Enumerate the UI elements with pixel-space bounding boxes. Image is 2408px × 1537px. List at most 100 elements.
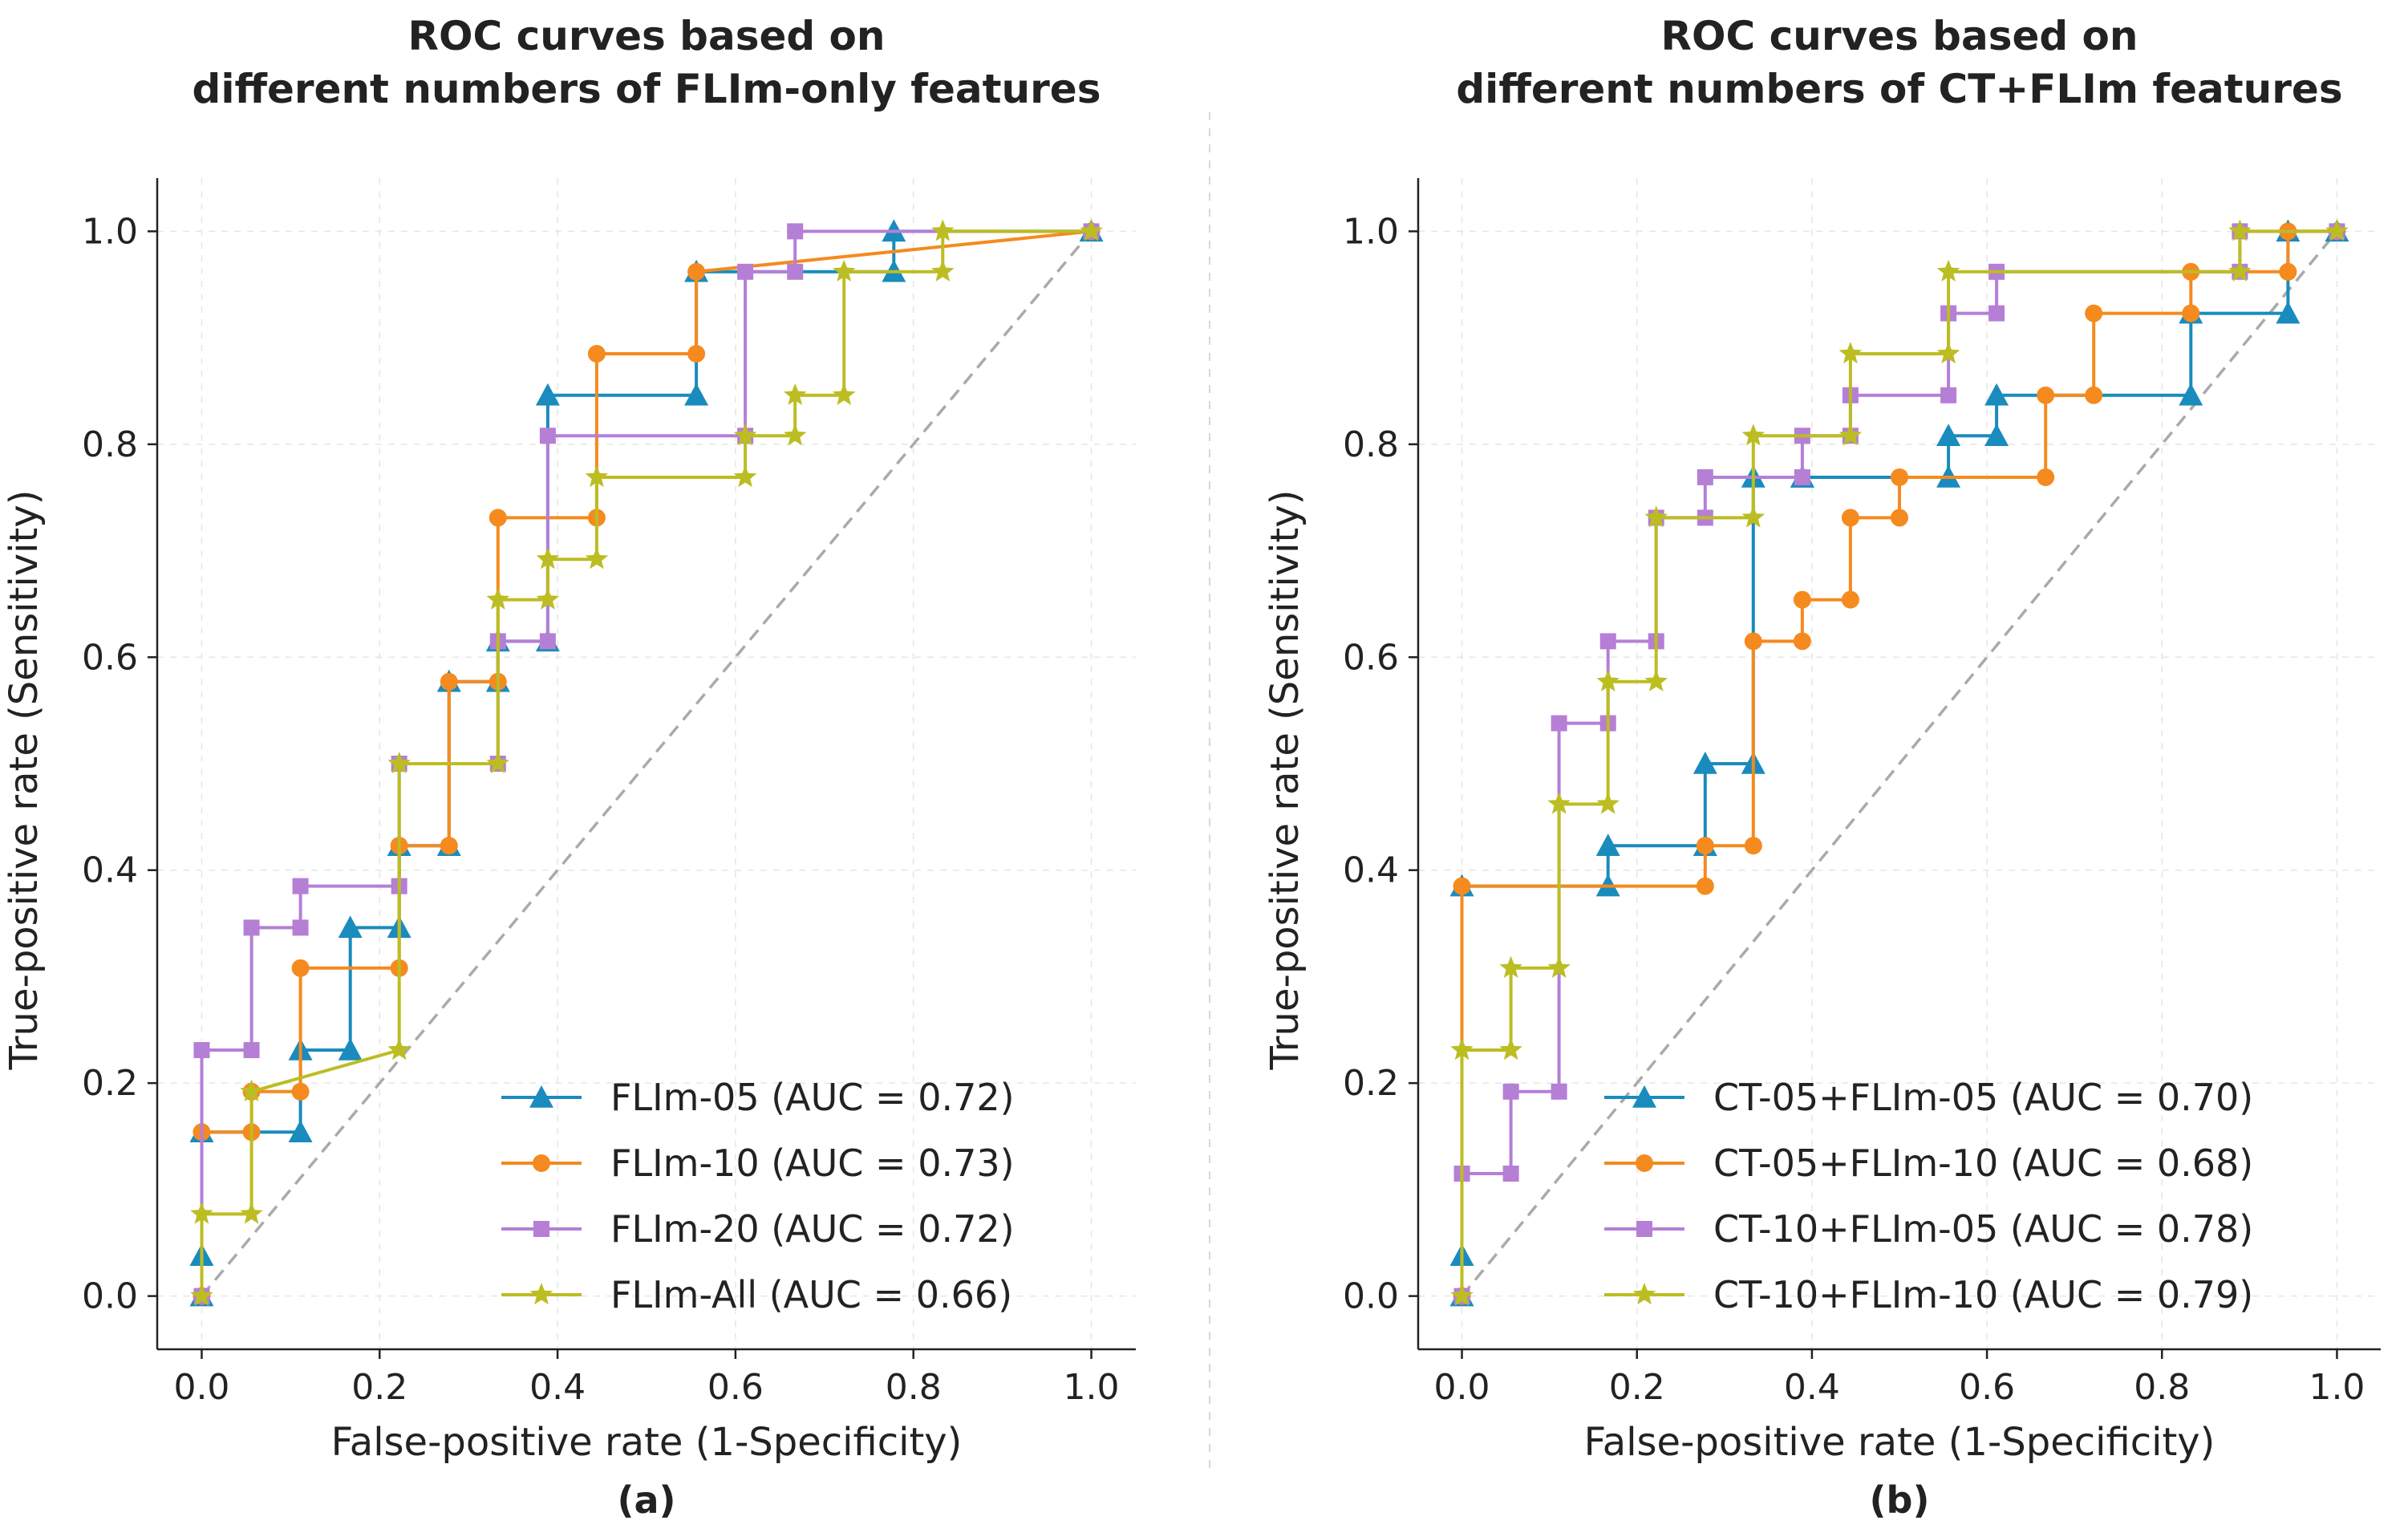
data-point-marker: [1741, 505, 1765, 528]
chance-diagonal-line: [1461, 230, 2338, 1297]
legend-swatch-marker: [529, 1085, 553, 1108]
data-point-marker: [1936, 424, 1961, 446]
data-point-marker: [1547, 792, 1571, 814]
data-point-marker: [833, 259, 856, 282]
series-circle: [1453, 222, 2346, 1305]
data-point-marker: [1744, 632, 1762, 651]
data-point-marker: [1841, 509, 1859, 527]
y-tick-label: 0.2: [1343, 1063, 1399, 1104]
y-tick-label: 0.8: [82, 424, 138, 465]
chart-title-line: ROC curves based on: [407, 13, 885, 59]
data-point-marker: [585, 465, 609, 488]
grid: [157, 178, 1136, 1349]
data-point-marker: [687, 262, 706, 281]
legend-label: CT-05+FLIm-10 (AUC = 0.68): [1713, 1142, 2253, 1185]
data-point-marker: [440, 672, 458, 691]
panel-label: (a): [617, 1478, 675, 1522]
data-point-marker: [1696, 837, 1714, 855]
legend-swatch-marker: [1632, 1283, 1656, 1305]
x-axis-label: False-positive rate (1-Specificity): [331, 1420, 963, 1465]
data-point-marker: [539, 428, 556, 444]
data-point-marker: [2276, 301, 2301, 324]
data-point-marker: [292, 919, 309, 936]
legend-entry: CT-05+FLIm-05 (AUC = 0.70): [1604, 1076, 2253, 1119]
data-point-marker: [1502, 1083, 1519, 1100]
series-star: [1450, 219, 2349, 1306]
series-star: [190, 219, 1103, 1306]
legend-label: CT-05+FLIm-05 (AUC = 0.70): [1713, 1076, 2253, 1119]
data-point-marker: [931, 219, 955, 241]
data-point-marker: [784, 383, 807, 405]
y-tick-label: 0.6: [82, 637, 138, 678]
legend-label: CT-10+FLIm-05 (AUC = 0.78): [1713, 1207, 2253, 1251]
x-tick-label: 0.2: [1609, 1367, 1665, 1408]
y-tick-label: 0.6: [1343, 637, 1399, 678]
data-point-marker: [1940, 387, 1957, 404]
data-point-marker: [2037, 386, 2055, 404]
data-point-marker: [488, 509, 507, 527]
data-point-marker: [2325, 219, 2349, 241]
data-point-marker: [733, 465, 757, 488]
data-point-marker: [291, 959, 310, 977]
data-point-marker: [684, 383, 709, 406]
data-point-marker: [1696, 877, 1714, 895]
chart-title-line: different numbers of CT+FLIm features: [1456, 66, 2342, 112]
legend-entry: CT-10+FLIm-05 (AUC = 0.78): [1604, 1207, 2253, 1251]
chart-title-line: ROC curves based on: [1660, 13, 2138, 59]
data-point-marker: [1794, 468, 1810, 485]
data-point-marker: [737, 263, 754, 280]
legend-label: CT-10+FLIm-10 (AUC = 0.79): [1713, 1273, 2253, 1316]
x-tick-label: 0.0: [1434, 1367, 1490, 1408]
data-point-marker: [288, 1120, 313, 1142]
data-point-marker: [1793, 632, 1811, 651]
data-point-marker: [1988, 305, 2005, 322]
legend-swatch-marker: [1636, 1154, 1653, 1172]
data-point-marker: [1984, 383, 2009, 406]
y-axis-label: True-positive rate (Sensitivity): [2, 490, 47, 1071]
legend-swatch-marker: [1632, 1085, 1656, 1108]
data-point-marker: [784, 424, 807, 446]
data-point-marker: [243, 1042, 260, 1059]
data-point-marker: [2228, 259, 2252, 282]
data-point-marker: [240, 1079, 263, 1101]
legend-label: FLIm-05 (AUC = 0.72): [610, 1076, 1015, 1119]
grid: [1418, 178, 2381, 1349]
data-point-marker: [1697, 468, 1713, 485]
chart-panel-b: ROC curves based on different numbers of …: [1263, 13, 2381, 1522]
y-axis-label: True-positive rate (Sensitivity): [1263, 490, 1307, 1071]
data-point-marker: [1499, 955, 1522, 978]
data-point-marker: [1838, 424, 1863, 446]
y-tick-label: 0.4: [82, 850, 138, 891]
data-point-marker: [1547, 955, 1571, 978]
data-point-marker: [240, 1202, 263, 1224]
chart-title-line: different numbers of FLIm-only features: [193, 66, 1101, 112]
data-point-marker: [787, 263, 804, 280]
legend-swatch-marker: [1636, 1221, 1652, 1237]
data-point-marker: [1599, 633, 1616, 650]
data-point-marker: [387, 1038, 411, 1060]
y-tick-label: 0.0: [1343, 1276, 1399, 1317]
data-point-marker: [1080, 219, 1103, 241]
data-point-marker: [486, 587, 509, 610]
data-point-marker: [787, 223, 804, 240]
y-tick-label: 1.0: [82, 211, 138, 252]
x-tick-label: 1.0: [2309, 1367, 2365, 1408]
data-point-marker: [1891, 509, 1908, 527]
data-point-marker: [291, 1082, 310, 1101]
data-point-marker: [2037, 468, 2055, 486]
y-tick-label: 0.2: [82, 1063, 138, 1104]
data-point-marker: [1841, 590, 1859, 609]
data-point-marker: [1551, 1083, 1567, 1100]
data-point-marker: [1644, 669, 1668, 691]
data-point-marker: [1499, 1038, 1522, 1060]
legend-label: FLIm-20 (AUC = 0.72): [610, 1207, 1015, 1251]
legend-entry: FLIm-05 (AUC = 0.72): [501, 1076, 1015, 1119]
data-point-marker: [539, 633, 556, 650]
data-point-marker: [536, 547, 560, 570]
data-point-marker: [1596, 669, 1620, 691]
data-point-marker: [1838, 342, 1863, 364]
legend-label: FLIm-10 (AUC = 0.73): [610, 1142, 1015, 1185]
legend-entry: FLIm-20 (AUC = 0.72): [501, 1207, 1015, 1251]
legend-entry: FLIm-10 (AUC = 0.73): [501, 1142, 1015, 1185]
data-point-marker: [1984, 424, 2009, 446]
